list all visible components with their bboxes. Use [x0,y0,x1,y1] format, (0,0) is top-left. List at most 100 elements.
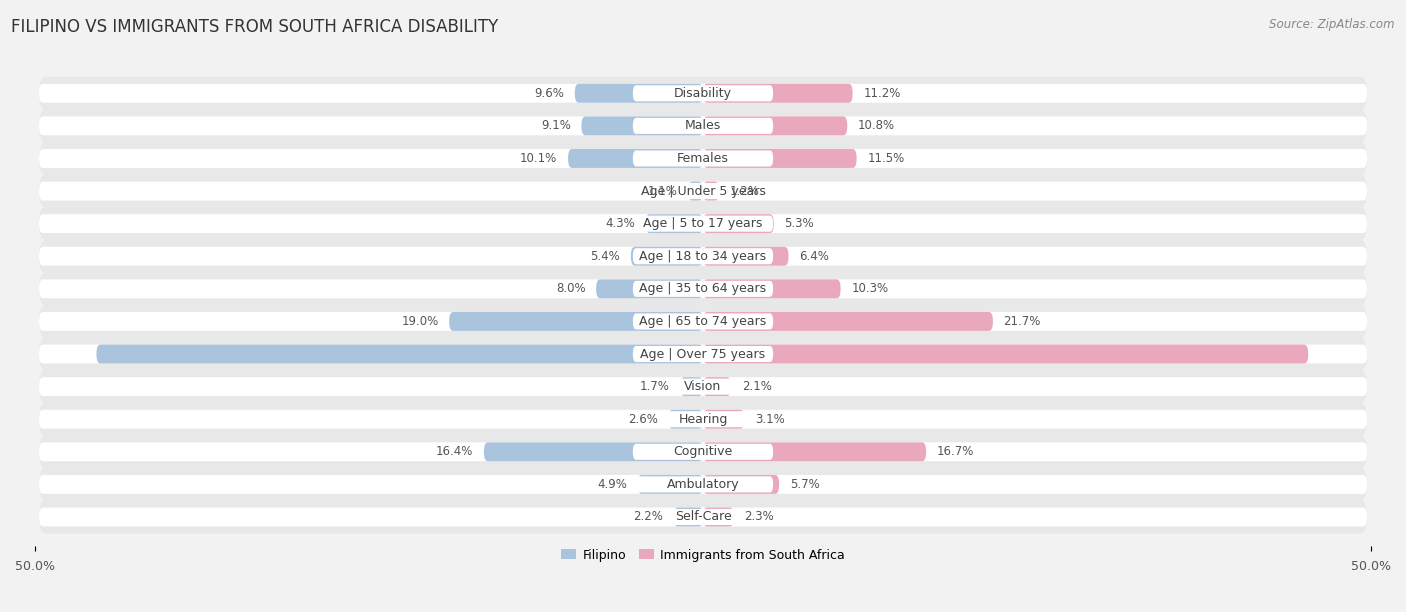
Text: 4.3%: 4.3% [605,217,636,230]
FancyBboxPatch shape [39,312,1367,331]
FancyBboxPatch shape [645,214,703,233]
FancyBboxPatch shape [39,435,1367,468]
FancyBboxPatch shape [633,183,773,199]
Text: Age | 5 to 17 years: Age | 5 to 17 years [644,217,762,230]
Text: Age | 18 to 34 years: Age | 18 to 34 years [640,250,766,263]
Text: 11.5%: 11.5% [868,152,904,165]
Text: 2.6%: 2.6% [627,412,658,426]
Text: 9.6%: 9.6% [534,87,564,100]
FancyBboxPatch shape [39,337,1367,371]
Text: Age | Under 5 years: Age | Under 5 years [641,185,765,198]
FancyBboxPatch shape [39,110,1367,143]
Text: 5.4%: 5.4% [591,250,620,263]
FancyBboxPatch shape [633,215,773,232]
Text: 10.3%: 10.3% [851,282,889,296]
FancyBboxPatch shape [39,76,1367,110]
FancyBboxPatch shape [703,247,789,266]
FancyBboxPatch shape [689,182,703,201]
Text: Age | 65 to 74 years: Age | 65 to 74 years [640,315,766,328]
FancyBboxPatch shape [633,313,773,329]
Text: 45.3%: 45.3% [1315,348,1355,360]
FancyBboxPatch shape [484,442,703,461]
FancyBboxPatch shape [703,475,779,494]
FancyBboxPatch shape [673,507,703,526]
FancyBboxPatch shape [633,411,773,427]
FancyBboxPatch shape [703,312,993,331]
FancyBboxPatch shape [703,84,852,103]
FancyBboxPatch shape [633,379,773,395]
Legend: Filipino, Immigrants from South Africa: Filipino, Immigrants from South Africa [557,543,849,567]
FancyBboxPatch shape [633,248,773,264]
FancyBboxPatch shape [39,403,1367,436]
Text: Females: Females [678,152,728,165]
Text: 2.2%: 2.2% [633,510,662,523]
Text: 8.0%: 8.0% [555,282,585,296]
FancyBboxPatch shape [668,410,703,428]
FancyBboxPatch shape [568,149,703,168]
FancyBboxPatch shape [39,207,1367,241]
FancyBboxPatch shape [39,272,1367,305]
Text: 2.3%: 2.3% [744,510,775,523]
Text: Source: ZipAtlas.com: Source: ZipAtlas.com [1270,18,1395,31]
Text: 19.0%: 19.0% [401,315,439,328]
Text: Ambulatory: Ambulatory [666,478,740,491]
Text: 10.8%: 10.8% [858,119,896,132]
Text: 1.2%: 1.2% [730,185,759,198]
FancyBboxPatch shape [39,182,1367,201]
Text: 4.9%: 4.9% [598,478,627,491]
FancyBboxPatch shape [633,476,773,493]
Text: 45.4%: 45.4% [51,348,93,360]
Text: Self-Care: Self-Care [675,510,731,523]
Text: FILIPINO VS IMMIGRANTS FROM SOUTH AFRICA DISABILITY: FILIPINO VS IMMIGRANTS FROM SOUTH AFRICA… [11,18,499,36]
FancyBboxPatch shape [596,280,703,298]
FancyBboxPatch shape [39,370,1367,403]
FancyBboxPatch shape [575,84,703,103]
FancyBboxPatch shape [703,377,731,396]
Text: 16.7%: 16.7% [936,446,974,458]
FancyBboxPatch shape [703,345,1308,364]
FancyBboxPatch shape [703,442,927,461]
FancyBboxPatch shape [39,84,1367,103]
Text: Age | Over 75 years: Age | Over 75 years [641,348,765,360]
FancyBboxPatch shape [633,509,773,525]
FancyBboxPatch shape [39,345,1367,364]
Text: Disability: Disability [673,87,733,100]
FancyBboxPatch shape [39,501,1367,534]
Text: 16.4%: 16.4% [436,446,474,458]
FancyBboxPatch shape [633,281,773,297]
FancyBboxPatch shape [39,149,1367,168]
Text: 5.3%: 5.3% [785,217,814,230]
Text: 11.2%: 11.2% [863,87,901,100]
FancyBboxPatch shape [39,142,1367,175]
FancyBboxPatch shape [39,116,1367,135]
FancyBboxPatch shape [703,280,841,298]
FancyBboxPatch shape [449,312,703,331]
FancyBboxPatch shape [39,174,1367,207]
FancyBboxPatch shape [703,116,848,135]
FancyBboxPatch shape [39,214,1367,233]
FancyBboxPatch shape [39,442,1367,461]
Text: Cognitive: Cognitive [673,446,733,458]
FancyBboxPatch shape [631,247,703,266]
FancyBboxPatch shape [39,468,1367,501]
FancyBboxPatch shape [633,444,773,460]
FancyBboxPatch shape [637,475,703,494]
FancyBboxPatch shape [39,247,1367,266]
FancyBboxPatch shape [39,507,1367,526]
FancyBboxPatch shape [39,240,1367,273]
Text: 1.7%: 1.7% [640,380,669,393]
Text: Vision: Vision [685,380,721,393]
Text: Hearing: Hearing [678,412,728,426]
FancyBboxPatch shape [633,118,773,134]
FancyBboxPatch shape [39,475,1367,494]
FancyBboxPatch shape [703,149,856,168]
FancyBboxPatch shape [39,377,1367,396]
Text: 10.1%: 10.1% [520,152,557,165]
Text: 3.1%: 3.1% [755,412,785,426]
FancyBboxPatch shape [703,507,734,526]
FancyBboxPatch shape [703,214,773,233]
FancyBboxPatch shape [39,280,1367,298]
FancyBboxPatch shape [582,116,703,135]
FancyBboxPatch shape [39,410,1367,428]
FancyBboxPatch shape [39,305,1367,338]
